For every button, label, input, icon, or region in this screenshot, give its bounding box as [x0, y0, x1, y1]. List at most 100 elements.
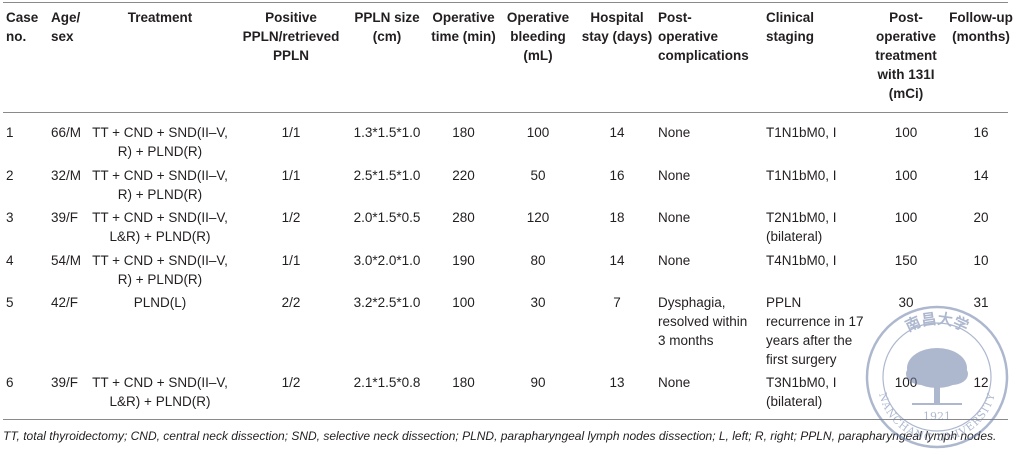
cell-line: PPLN [766, 295, 802, 310]
cell-case: 2 [6, 168, 14, 183]
cell-line: resolved within [658, 314, 748, 329]
cell-line: TT + CND + SND(II–V, [92, 253, 228, 268]
header-line: Positive [265, 10, 317, 25]
cell-followup: 31 [973, 295, 989, 310]
cell-line: R) + PLND(R) [117, 144, 203, 159]
cell-agesex: 39/F [51, 375, 79, 390]
cell-line: TT + CND + SND(II–V, [92, 168, 228, 183]
cell-size: 3.2*2.5*1.0 [353, 295, 421, 310]
header-followup: Follow-up (months) [946, 8, 1016, 46]
header-line: time (min) [431, 29, 496, 44]
header-optime: Operative time (min) [426, 8, 501, 46]
cell-case: 5 [6, 295, 14, 310]
header-positive: Positive PPLN/retrieved PPLN [237, 8, 345, 65]
cell-line: TT + CND + SND(II–V, [92, 210, 228, 225]
header-line: sex [51, 29, 74, 44]
cell-postop: 100 [894, 168, 918, 183]
header-agesex: Age/sex [51, 8, 91, 46]
cell-case: 4 [6, 253, 14, 268]
cell-line: T1N1bM0, I [766, 125, 837, 140]
header-line: PPLN size [354, 10, 420, 25]
cell-optime: 100 [452, 295, 475, 310]
cell-optime: 280 [452, 210, 475, 225]
cell-stay: 16 [609, 168, 625, 183]
cell-line: first surgery [766, 352, 837, 367]
cell-size: 1.3*1.5*1.0 [353, 125, 421, 140]
cell-complications: None [658, 251, 762, 270]
header-line: Operative [432, 10, 495, 25]
header-line: Follow-up [949, 10, 1013, 25]
cell-line: T4N1bM0, I [766, 253, 837, 268]
cell-bleeding: 90 [530, 375, 546, 390]
cell-postop: 100 [894, 210, 918, 225]
cell-line: PLND(L) [133, 295, 187, 310]
cell-staging: T1N1bM0, I [766, 166, 866, 185]
cell-followup: 10 [973, 253, 989, 268]
table-footnote: TT, total thyroidectomy; CND, central ne… [3, 429, 997, 443]
header-line: PPLN/retrieved [242, 29, 340, 44]
cell-line: None [658, 375, 691, 390]
cell-line: None [658, 253, 691, 268]
header-line: Post- [658, 10, 692, 25]
cell-line: (bilateral) [766, 394, 823, 409]
cell-line: Dysphagia, [658, 295, 726, 310]
cell-optime: 180 [452, 125, 475, 140]
cell-followup: 16 [973, 125, 989, 140]
cell-agesex: 66/M [51, 125, 82, 140]
header-line: stay (days) [581, 29, 653, 44]
header-line: Treatment [127, 10, 193, 25]
cell-agesex: 32/M [51, 168, 82, 183]
header-line: (mL) [523, 48, 553, 63]
cell-staging: T2N1bM0, I (bilateral) [766, 208, 866, 246]
header-line: (cm) [372, 29, 402, 44]
cell-bleeding: 50 [530, 168, 546, 183]
cell-treatment: TT + CND + SND(II–V, R) + PLND(R) [76, 123, 244, 161]
cell-line: years after the [766, 333, 853, 348]
cell-complications: Dysphagia, resolved within 3 months [658, 293, 762, 350]
cell-staging: T4N1bM0, I [766, 251, 866, 270]
table-bottom-rule [3, 419, 1008, 420]
cell-line: None [658, 168, 691, 183]
cell-size: 2.0*1.5*0.5 [353, 210, 421, 225]
header-line: Hospital [590, 10, 644, 25]
cell-bleeding: 30 [530, 295, 546, 310]
header-line: no. [6, 29, 27, 44]
university-seal-watermark: 南昌大学 NANCHANG UNIVERSITY 1921 [865, 305, 1009, 449]
header-line: (mCi) [888, 86, 924, 101]
tree-icon [906, 348, 968, 405]
cell-line: None [658, 210, 691, 225]
cell-positive: 1/1 [281, 125, 301, 140]
cell-complications: None [658, 166, 762, 185]
cell-line: L&R) + PLND(R) [109, 394, 211, 409]
cell-line: R) + PLND(R) [117, 187, 203, 202]
header-stay: Hospital stay (days) [575, 8, 659, 46]
header-line: treatment [875, 48, 937, 63]
cell-staging: T3N1bM0, I (bilateral) [766, 373, 866, 411]
cell-line: T3N1bM0, I [766, 375, 837, 390]
cell-bleeding: 80 [530, 253, 546, 268]
cell-staging: T1N1bM0, I [766, 123, 866, 142]
cell-size: 2.1*1.5*0.8 [353, 375, 421, 390]
header-line: Operative [506, 10, 570, 25]
seal-outer-ring [865, 305, 1009, 449]
header-case: Case no. [6, 8, 48, 46]
header-line: with 131I [877, 67, 935, 82]
cell-size: 3.0*2.0*1.0 [353, 253, 421, 268]
header-line: bleeding [510, 29, 566, 44]
cell-line: 3 months [658, 333, 714, 348]
cell-complications: None [658, 208, 762, 227]
cell-stay: 18 [609, 210, 625, 225]
cell-complications: None [658, 123, 762, 142]
cell-positive: 2/2 [281, 295, 301, 310]
header-bleeding: Operative bleeding (mL) [501, 8, 575, 65]
cell-line: L&R) + PLND(R) [109, 229, 211, 244]
cell-treatment: TT + CND + SND(II–V, L&R) + PLND(R) [76, 208, 244, 246]
cell-stay: 13 [609, 375, 625, 390]
cell-line: (bilateral) [766, 229, 823, 244]
table-top-rule [3, 2, 1008, 3]
header-line: operative [875, 29, 937, 44]
cell-agesex: 54/M [51, 253, 82, 268]
header-postop: Post-operative treatment with 131I (mCi) [866, 8, 946, 103]
header-line: Age/ [51, 10, 81, 25]
cell-stay: 14 [609, 253, 625, 268]
